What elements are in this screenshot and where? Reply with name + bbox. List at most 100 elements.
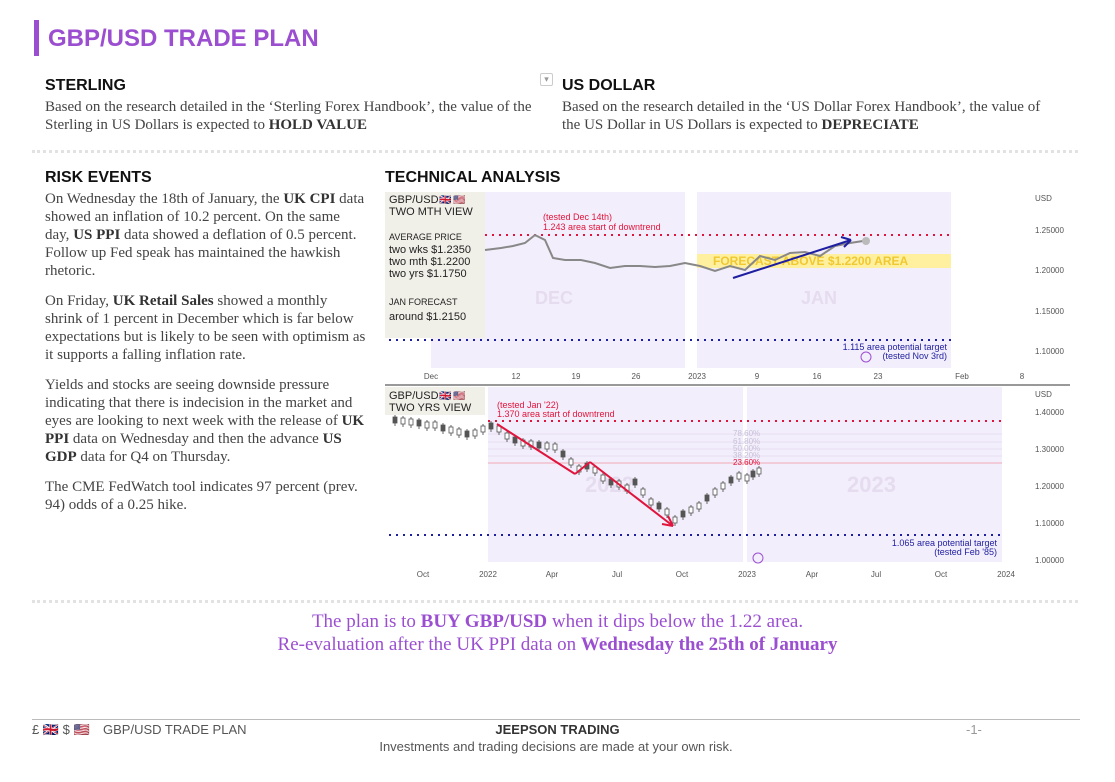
footer-left: GBP/USD TRADE PLAN <box>103 722 247 737</box>
chart2-note-bot-1: 1.065 area potential target <box>892 538 998 548</box>
candle-body <box>648 498 654 506</box>
chart1-last-price-dot <box>862 237 870 245</box>
candle-body <box>744 474 750 482</box>
usd-heading: US DOLLAR <box>562 77 656 94</box>
chart1-ytick-3: 1.15000 <box>1035 307 1064 316</box>
sterling-text: Based on the research detailed in the ‘S… <box>45 99 532 133</box>
chart1-note-top-2: 1.243 area start of downtrend <box>543 222 661 232</box>
usd-verdict: DEPRECIATE <box>821 117 919 133</box>
chart1-forecast-label: JAN FORECAST <box>389 297 458 307</box>
year-2023-shade <box>747 387 1002 562</box>
chart1-xtick: 2023 <box>688 372 706 381</box>
candle-body <box>720 482 726 490</box>
chart2-xtick: Apr <box>546 570 559 579</box>
fib-label-50: 50.00% <box>733 444 760 453</box>
chart2-arrow-head <box>661 515 674 527</box>
uk-flag-icon: 🇬🇧 <box>439 194 452 206</box>
chart2-view: TWO YRS VIEW <box>389 402 472 414</box>
chart1-note-bot-2: (tested Nov 3rd) <box>882 351 947 361</box>
candle-body <box>424 421 430 429</box>
candle-body <box>552 443 558 451</box>
risk-text: On Wednesday the 18th of January, the UK… <box>45 190 367 526</box>
candle-body <box>392 416 398 424</box>
candle-body <box>656 502 662 510</box>
chart-two-years: GBP/USD 🇬🇧 🇺🇸 TWO YRS VIEW 2022 2023 78.… <box>385 384 1070 579</box>
chart2-xtick: 2023 <box>738 570 756 579</box>
chart1-trend-arrow <box>732 239 852 279</box>
chart1-xtick: Dec <box>424 372 438 381</box>
chart2-xtick: Oct <box>935 570 948 579</box>
candle-body <box>488 422 494 430</box>
chart1-forecast-value: around $1.2150 <box>389 311 466 323</box>
chart1-avg-3: two yrs $1.1750 <box>389 268 467 280</box>
chart1-currency: USD <box>1035 194 1052 203</box>
chart1-xtick: 12 <box>512 372 521 381</box>
chart2-ytick-3: 1.20000 <box>1035 482 1064 491</box>
page-title: GBP/USD TRADE PLAN <box>34 20 319 56</box>
footer-rule <box>32 719 1080 720</box>
candle-body <box>664 508 670 516</box>
collapse-toggle-icon[interactable]: ▾ <box>540 73 553 86</box>
chart1-arrow-head <box>840 236 852 248</box>
chart2-xtick: 2022 <box>479 570 497 579</box>
chart1-xtick: 9 <box>755 372 760 381</box>
candle-body <box>750 470 756 478</box>
chart1-avg-2: two mth $1.2200 <box>389 256 470 268</box>
candle-body <box>672 516 678 524</box>
candle-body <box>688 506 694 514</box>
chart1-xtick: 26 <box>632 372 641 381</box>
candle-body <box>736 472 742 480</box>
footer-flags: £ 🇬🇧 $ 🇺🇸 <box>32 722 90 737</box>
chart2-xtick: Jul <box>612 570 622 579</box>
chart1-note-top-1: (tested Dec 14th) <box>543 212 612 222</box>
chart1-month-dec: DEC <box>535 288 573 308</box>
chart1-avg-label: AVERAGE PRICE <box>389 232 462 242</box>
chart2-note-top-1: (tested Jan '22) <box>497 400 559 410</box>
risk-heading: RISK EVENTS <box>45 169 152 186</box>
candle-body <box>448 426 454 434</box>
chart2-xtick: 2024 <box>997 570 1015 579</box>
candle-body <box>504 432 510 440</box>
candle-body <box>640 488 646 496</box>
chart2-xtick: Apr <box>806 570 819 579</box>
candle-body <box>544 442 550 450</box>
candle-body <box>632 478 638 486</box>
chart2-xtick: Oct <box>676 570 689 579</box>
candle-body <box>600 474 606 482</box>
forecast-band <box>697 254 951 268</box>
chart2-trend-arrow-2 <box>574 461 591 475</box>
chart1-xtick: 16 <box>813 372 822 381</box>
chart1-note-bot-1: 1.115 area potential target <box>843 342 948 352</box>
chart2-note-bot-2: (tested Feb '85) <box>934 547 997 557</box>
chart2-year-2023: 2023 <box>847 472 896 497</box>
chart1-event-icon <box>860 351 872 363</box>
sterling-heading: STERLING <box>45 77 126 94</box>
candle-body <box>440 424 446 432</box>
candle-body <box>536 441 542 449</box>
chart1-xtick: 23 <box>874 372 883 381</box>
footer-page: -1- <box>966 722 982 737</box>
risk-paragraph-4: The CME FedWatch tool indicates 97 perce… <box>45 479 358 513</box>
plan-line-2: Re-evaluation after the UK PPI data on W… <box>277 634 838 655</box>
chart1-info-panel <box>385 192 485 338</box>
candle-body <box>728 476 734 484</box>
footer-disclaimer: Investments and trading decisions are ma… <box>379 739 733 754</box>
chart-two-month: GBP/USD 🇬🇧 🇺🇸 TWO MTH VIEW AVERAGE PRICE… <box>385 192 1064 381</box>
uk-flag-icon: 🇬🇧 <box>439 390 452 402</box>
risk-paragraph-3: Yields and stocks are seeing downside pr… <box>45 377 365 465</box>
us-flag-icon: 🇺🇸 <box>453 194 466 206</box>
fib-label-23: 23.60% <box>733 458 760 467</box>
us-flag-icon: 🇺🇸 <box>453 390 466 402</box>
chart2-currency: USD <box>1035 390 1052 399</box>
fib-label-38: 38.20% <box>733 451 760 460</box>
risk-paragraph-2: On Friday, UK Retail Sales showed a mont… <box>45 293 366 363</box>
forecast-band-label: FORECAST ABOVE $1.2200 AREA <box>713 254 908 268</box>
divider-bottom <box>32 600 1078 603</box>
candle-body <box>432 421 438 429</box>
chart1-ytick-1: 1.25000 <box>1035 226 1064 235</box>
risk-paragraph-1: On Wednesday the 18th of January, the UK… <box>45 191 365 279</box>
chart1-price-line <box>484 233 864 273</box>
candle-body <box>408 418 414 426</box>
chart2-xtick: Oct <box>417 570 430 579</box>
candle-body <box>480 425 486 433</box>
